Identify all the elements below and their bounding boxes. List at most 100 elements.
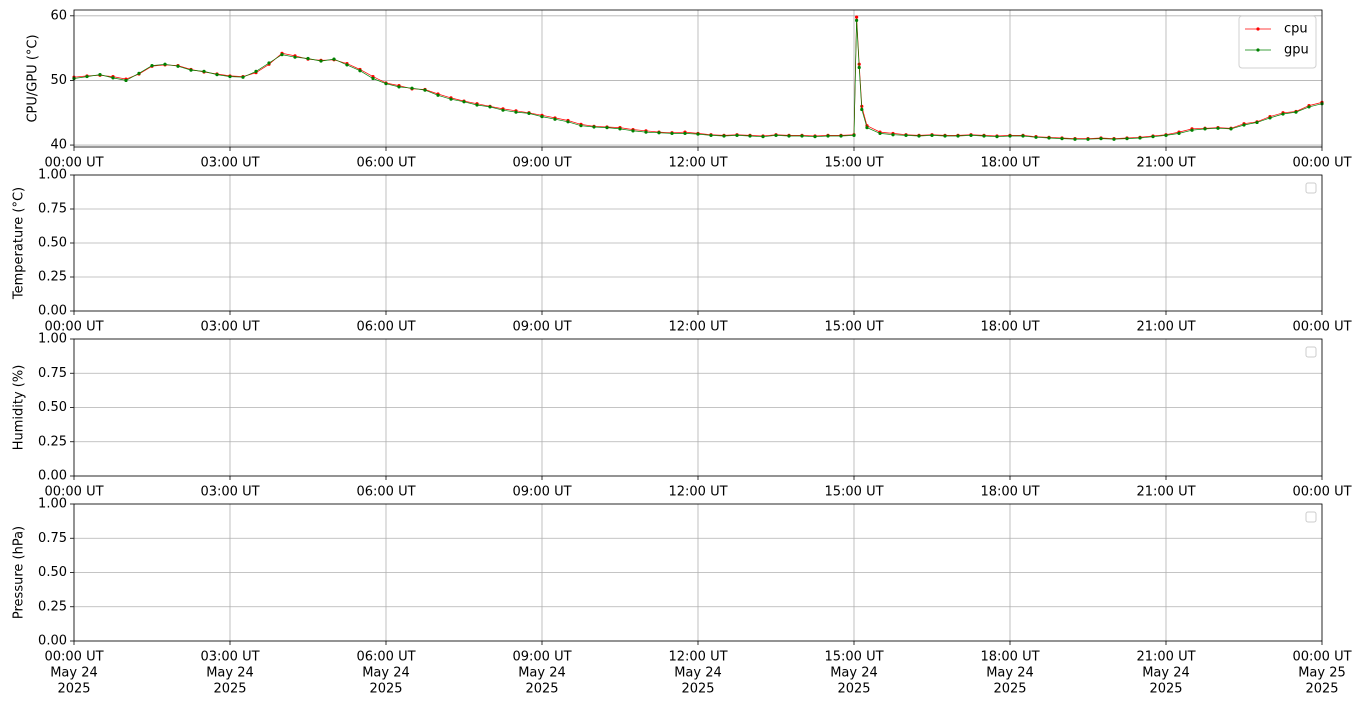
point bbox=[280, 52, 284, 57]
point bbox=[462, 100, 466, 104]
point bbox=[228, 74, 232, 79]
point bbox=[592, 125, 596, 129]
point bbox=[1281, 112, 1285, 116]
point bbox=[1125, 136, 1129, 141]
x-tick-label: 06:00 UT bbox=[356, 650, 415, 665]
plot-frame bbox=[73, 9, 1323, 148]
point bbox=[644, 130, 648, 134]
point bbox=[787, 134, 791, 138]
x-tick-label: May 24 bbox=[50, 666, 98, 681]
x-tick-label: 09:00 UT bbox=[512, 320, 571, 335]
point bbox=[865, 126, 869, 130]
point bbox=[1190, 128, 1194, 132]
point bbox=[111, 76, 115, 80]
x-tick-label: 12:00 UT bbox=[668, 156, 727, 171]
x-tick-label: 21:00 UT bbox=[1136, 650, 1195, 665]
point bbox=[1307, 105, 1311, 109]
point bbox=[527, 111, 531, 115]
point bbox=[1216, 126, 1220, 130]
point bbox=[709, 133, 713, 137]
x-tick-label: 2025 bbox=[1149, 682, 1182, 697]
point bbox=[670, 131, 674, 136]
point bbox=[618, 127, 622, 131]
point bbox=[98, 73, 102, 77]
y-tick-label: 0.00 bbox=[38, 304, 67, 319]
point bbox=[1294, 110, 1298, 114]
x-tick-label: 03:00 UT bbox=[200, 650, 259, 665]
point bbox=[1164, 133, 1168, 137]
y-tick-label: 0.50 bbox=[38, 565, 67, 580]
x-tick-label: 2025 bbox=[213, 682, 246, 697]
x-tick-label: 2025 bbox=[681, 682, 714, 697]
x-tick-label: 18:00 UT bbox=[980, 156, 1039, 171]
point bbox=[475, 103, 479, 107]
point bbox=[860, 107, 864, 112]
point bbox=[855, 18, 859, 22]
x-tick-label: 15:00 UT bbox=[824, 650, 883, 665]
x-tick-label: 15:00 UT bbox=[824, 320, 883, 335]
x-tick-label: 06:00 UT bbox=[356, 485, 415, 500]
point bbox=[995, 135, 999, 139]
x-tick-label: 00:00 UT bbox=[1292, 650, 1351, 665]
point bbox=[371, 76, 375, 81]
y-tick-label: 0.25 bbox=[38, 434, 67, 449]
x-tick-label: May 24 bbox=[518, 666, 566, 681]
plot-frame bbox=[73, 338, 1323, 477]
point bbox=[748, 134, 752, 138]
y-tick-label: 0.50 bbox=[38, 236, 67, 251]
point bbox=[683, 131, 687, 136]
y-tick-label: 0.00 bbox=[38, 469, 67, 484]
x-tick-label: 21:00 UT bbox=[1136, 485, 1195, 500]
x-tick-label: 15:00 UT bbox=[824, 156, 883, 171]
point bbox=[857, 65, 861, 70]
subplot: 0.00 0.25 0.50 0.75 1.00 00:00 UT 03:00 UT 06:0… bbox=[12, 168, 1352, 335]
x-tick-label: 18:00 UT bbox=[980, 485, 1039, 500]
point bbox=[1021, 134, 1025, 138]
legend-box bbox=[1305, 511, 1317, 523]
x-tick-label: 00:00 UT bbox=[1292, 320, 1351, 335]
x-tick-label: May 25 bbox=[1298, 666, 1346, 681]
point bbox=[85, 74, 89, 79]
x-tick-label: 2025 bbox=[837, 682, 870, 697]
y-tick-label: 0.00 bbox=[38, 634, 67, 649]
point bbox=[137, 71, 141, 75]
y-tick-label: 0.75 bbox=[38, 366, 67, 381]
point bbox=[1034, 135, 1038, 139]
y-tick-label: 0.75 bbox=[38, 202, 67, 217]
point bbox=[423, 88, 427, 92]
point bbox=[969, 133, 973, 137]
point bbox=[1203, 127, 1207, 131]
x-tick-label: 00:00 UT bbox=[1292, 485, 1351, 500]
point bbox=[254, 69, 258, 73]
point bbox=[332, 57, 336, 61]
point bbox=[774, 133, 778, 137]
point bbox=[553, 117, 557, 121]
point bbox=[917, 134, 921, 138]
point bbox=[384, 82, 388, 86]
y-tick-label: 0.50 bbox=[38, 400, 67, 415]
y-axis-label: CPU/GPU (°C) bbox=[26, 34, 41, 122]
x-tick-label: 03:00 UT bbox=[200, 320, 259, 335]
x-tick-label: May 24 bbox=[1142, 666, 1190, 681]
x-tick-label: 18:00 UT bbox=[980, 320, 1039, 335]
x-tick-label: 06:00 UT bbox=[356, 320, 415, 335]
y-tick-label: 0.25 bbox=[38, 270, 67, 285]
x-tick-label: May 24 bbox=[674, 666, 722, 681]
x-tick-label: May 24 bbox=[986, 666, 1034, 681]
x-tick-label: 2025 bbox=[525, 682, 558, 697]
point bbox=[982, 134, 986, 138]
point bbox=[852, 133, 856, 137]
y-tick-label: 60 bbox=[50, 8, 67, 23]
point bbox=[855, 15, 859, 19]
point bbox=[501, 108, 505, 112]
point bbox=[189, 68, 193, 72]
point bbox=[956, 134, 960, 138]
point bbox=[540, 115, 544, 119]
point bbox=[761, 135, 765, 139]
x-tick-label: 12:00 UT bbox=[668, 485, 727, 500]
point bbox=[878, 131, 882, 136]
point bbox=[306, 56, 310, 61]
point bbox=[1073, 137, 1077, 141]
point bbox=[813, 135, 817, 139]
x-tick-label: 00:00 UT bbox=[44, 650, 103, 665]
